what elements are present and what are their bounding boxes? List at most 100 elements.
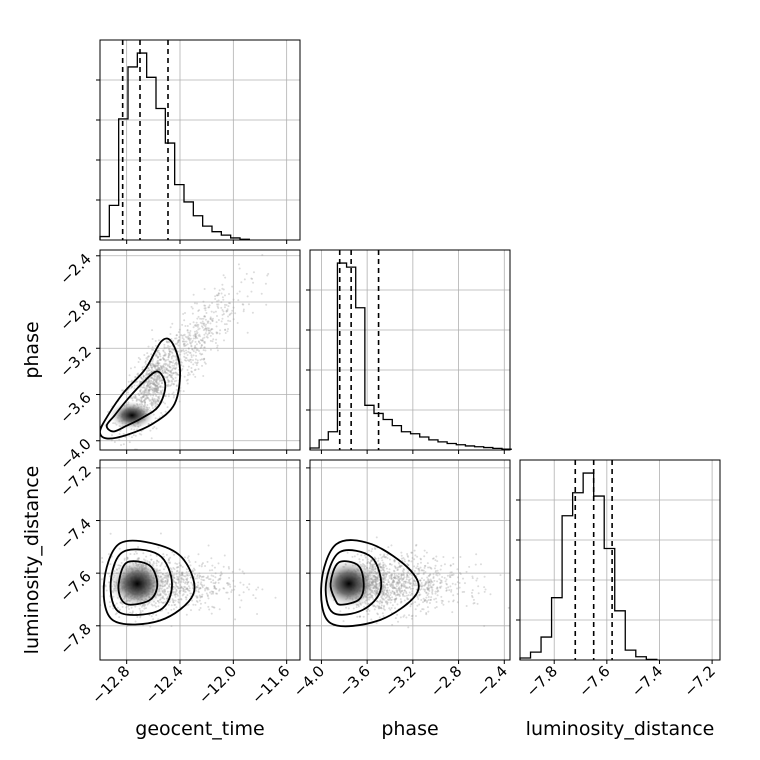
- scatter-point: [399, 616, 402, 619]
- scatter-point: [211, 319, 214, 322]
- scatter-point: [157, 600, 160, 603]
- panel-frame: [99, 459, 301, 661]
- scatter-point: [214, 581, 217, 584]
- scatter-point: [394, 594, 397, 597]
- scatter-point: [180, 577, 183, 580]
- scatter-point: [183, 556, 186, 559]
- scatter-point: [163, 354, 166, 357]
- scatter-point: [402, 571, 405, 574]
- scatter-point: [151, 358, 154, 361]
- scatter-point: [383, 554, 386, 557]
- scatter-point: [212, 592, 215, 595]
- scatter-point: [178, 591, 181, 594]
- scatter-point: [377, 573, 380, 576]
- scatter-point: [185, 588, 188, 591]
- scatter-point: [147, 372, 150, 375]
- scatter-point: [139, 391, 142, 394]
- scatter-point: [181, 572, 184, 575]
- scatter-point: [141, 368, 144, 371]
- scatter-point: [383, 585, 386, 588]
- scatter-point: [374, 594, 377, 597]
- scatter-point: [448, 575, 451, 578]
- scatter-point: [193, 330, 196, 333]
- scatter-point: [399, 589, 402, 592]
- scatter-point: [172, 575, 175, 578]
- scatter-point: [397, 580, 400, 583]
- scatter-point: [161, 597, 164, 600]
- histogram-phase: [309, 262, 512, 450]
- scatter-point: [197, 323, 200, 326]
- scatter-point: [418, 569, 421, 572]
- scatter-point: [167, 557, 170, 560]
- scatter-point: [396, 575, 399, 578]
- scatter-point: [251, 277, 254, 280]
- scatter-point: [410, 592, 413, 595]
- scatter-point: [159, 358, 162, 361]
- scatter-point: [142, 390, 145, 393]
- scatter-point: [212, 579, 215, 582]
- scatter-point: [400, 565, 403, 568]
- marginal-panel-luminosity-distance: −7.8 −7.6 −7.4 −7.2: [516, 459, 721, 701]
- scatter-point: [222, 298, 225, 301]
- scatter-point: [136, 373, 139, 376]
- scatter-point: [191, 348, 194, 351]
- scatter-point: [156, 356, 159, 359]
- scatter-point: [154, 344, 157, 347]
- scatter-point: [154, 602, 157, 605]
- scatter-point: [146, 373, 149, 376]
- scatter-point: [380, 601, 383, 604]
- scatter-point: [393, 580, 396, 583]
- scatter-point: [221, 309, 224, 312]
- scatter-point: [204, 318, 207, 321]
- scatter-point: [151, 362, 154, 365]
- scatter-point: [175, 343, 178, 346]
- scatter-point: [369, 563, 372, 566]
- scatter-point: [161, 369, 164, 372]
- scatter-point: [189, 342, 192, 345]
- scatter-point: [416, 584, 419, 587]
- scatter-point: [397, 575, 400, 578]
- scatter-point: [370, 618, 373, 621]
- scatter-point: [383, 575, 386, 578]
- scatter-point: [394, 593, 397, 596]
- scatter-point: [388, 571, 391, 574]
- panel-frame: [99, 249, 301, 451]
- scatter-point: [196, 325, 199, 328]
- scatter-point: [144, 361, 147, 364]
- scatter-point: [414, 554, 417, 557]
- scatter-point: [370, 559, 373, 562]
- scatter-point: [378, 606, 381, 609]
- scatter-point: [153, 383, 156, 386]
- scatter-point: [169, 375, 172, 378]
- scatter-point: [159, 385, 162, 388]
- scatter-point: [370, 559, 373, 562]
- scatter-point: [456, 587, 459, 590]
- scatter-point: [223, 554, 226, 557]
- scatter-point: [162, 356, 165, 359]
- scatter-point: [155, 365, 158, 368]
- scatter-point: [158, 367, 161, 370]
- scatter-point: [146, 383, 149, 386]
- scatter-point: [382, 568, 385, 571]
- scatter-point: [475, 579, 478, 582]
- scatter-point: [392, 579, 395, 582]
- scatter-point: [397, 582, 400, 585]
- scatter-point: [376, 589, 379, 592]
- scatter-point: [228, 576, 231, 579]
- scatter-point: [419, 566, 422, 569]
- scatter-point: [168, 380, 171, 383]
- scatter-point: [251, 311, 254, 314]
- scatter-point: [197, 590, 200, 593]
- scatter-point: [198, 564, 201, 567]
- scatter-point: [192, 334, 195, 337]
- scatter-point: [167, 356, 170, 359]
- scatter-point: [144, 374, 147, 377]
- scatter-point: [168, 363, 171, 366]
- scatter-point: [175, 366, 178, 369]
- scatter-point: [220, 571, 223, 574]
- scatter-point: [448, 574, 451, 577]
- scatter-point: [200, 565, 203, 568]
- scatter-point: [148, 392, 151, 395]
- scatter-point: [404, 580, 407, 583]
- scatter-point: [184, 325, 187, 328]
